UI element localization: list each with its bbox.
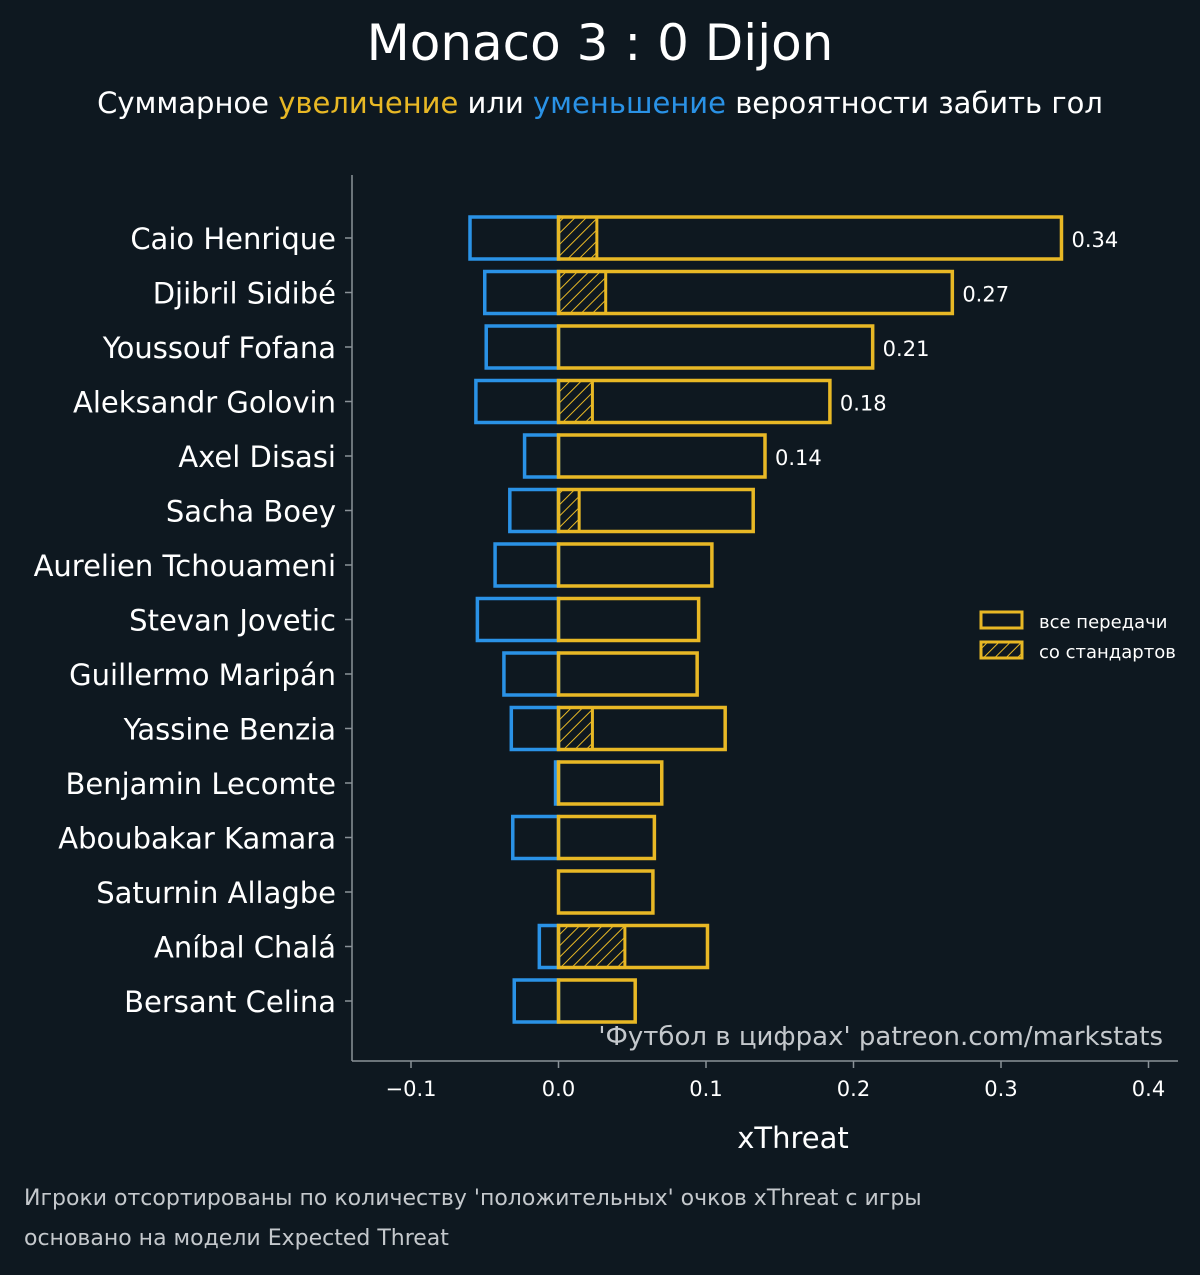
watermark: 'Футбол в цифрах' patreon.com/markstats [598, 1022, 1163, 1052]
increase-bar [556, 269, 955, 316]
decrease-bar [474, 378, 561, 425]
x-tick-label: 0.3 [984, 1077, 1017, 1101]
x-tick-label: 0.4 [1132, 1077, 1165, 1101]
legend-label-all-passes: все передачи [1039, 612, 1167, 633]
data-label: 0.27 [962, 283, 1009, 307]
decrease-bar [509, 705, 561, 752]
set-piece-bar [557, 379, 594, 424]
decrease-bar [483, 269, 561, 316]
decrease-bar [512, 978, 561, 1024]
y-tick-label: Youssouf Fofana [102, 331, 336, 365]
x-tick-label: 0.0 [542, 1077, 575, 1101]
chart-title: Monaco 3 : 0 Dijon [366, 14, 834, 72]
decrease-bar [475, 596, 561, 643]
increase-bar [556, 814, 657, 861]
data-label: 0.21 [883, 337, 930, 361]
decrease-bar [493, 542, 561, 588]
y-tick-label: Sacha Boey [166, 495, 336, 529]
decrease-bar [537, 923, 561, 970]
increase-bar [556, 542, 714, 588]
legend-swatch-all-passes [979, 610, 1024, 630]
subtitle-increase: увеличение [278, 86, 459, 120]
y-tick-label: Benjamin Lecomte [66, 767, 337, 801]
increase-bar [556, 378, 832, 425]
set-piece-bar [557, 924, 627, 969]
chart-subtitle: Суммарное увеличение или уменьшение веро… [0, 86, 1200, 120]
decrease-bar [508, 487, 561, 534]
x-tick-label: −0.1 [386, 1077, 437, 1101]
decrease-bar [511, 814, 561, 861]
increase-bar [556, 923, 710, 970]
y-tick-label: Yassine Benzia [123, 713, 336, 747]
subtitle-decrease: уменьшение [533, 86, 726, 120]
y-tick-label: Stevan Jovetic [129, 604, 336, 638]
data-label: 0.34 [1071, 228, 1118, 252]
y-tick-label: Djibril Sidibé [153, 277, 336, 311]
increase-bar [556, 869, 655, 915]
y-tick-label: Guillermo Maripán [69, 658, 336, 692]
increase-bar [556, 215, 1064, 261]
y-tick-label: Bersant Celina [124, 985, 336, 1019]
increase-bar [556, 978, 637, 1024]
footnote-model: основано на модели Expected Threat [24, 1226, 449, 1251]
subtitle-middle: или [458, 86, 534, 120]
increase-bar [556, 705, 727, 752]
legend-label-set-pieces: со стандартов [1039, 642, 1176, 663]
y-tick-label: Aleksandr Golovin [73, 386, 336, 420]
set-piece-bar [557, 706, 594, 751]
increase-bar [556, 324, 875, 370]
y-tick-label: Axel Disasi [178, 440, 336, 474]
y-tick-label: Caio Henrique [130, 222, 336, 256]
set-piece-bar [557, 215, 599, 261]
subtitle-prefix: Суммарное [97, 86, 279, 120]
x-axis-label: xThreat [737, 1121, 849, 1155]
increase-bar [556, 433, 767, 479]
set-piece-bar [557, 270, 608, 315]
data-label: 0.18 [840, 392, 887, 416]
y-tick-label: Aurelien Tchouameni [34, 549, 336, 583]
legend-swatch-set-pieces [979, 640, 1024, 660]
increase-bar [556, 596, 701, 643]
y-tick-label: Aboubakar Kamara [58, 822, 336, 856]
increase-bar [556, 760, 664, 806]
data-label: 0.14 [775, 446, 822, 470]
increase-bar [556, 651, 699, 697]
y-tick-label: Aníbal Chalá [154, 931, 336, 965]
increase-bar [556, 487, 755, 534]
x-tick-label: 0.1 [689, 1077, 722, 1101]
set-piece-bar [557, 488, 581, 533]
subtitle-suffix: вероятности забить гол [725, 86, 1103, 120]
decrease-bar [484, 324, 561, 370]
decrease-bar [502, 651, 561, 697]
y-tick-label: Saturnin Allagbe [96, 876, 336, 910]
decrease-bar [468, 215, 561, 261]
x-tick-label: 0.2 [837, 1077, 870, 1101]
footnote-sorting: Игроки отсортированы по количеству 'поло… [24, 1186, 922, 1211]
decrease-bar [522, 433, 561, 479]
